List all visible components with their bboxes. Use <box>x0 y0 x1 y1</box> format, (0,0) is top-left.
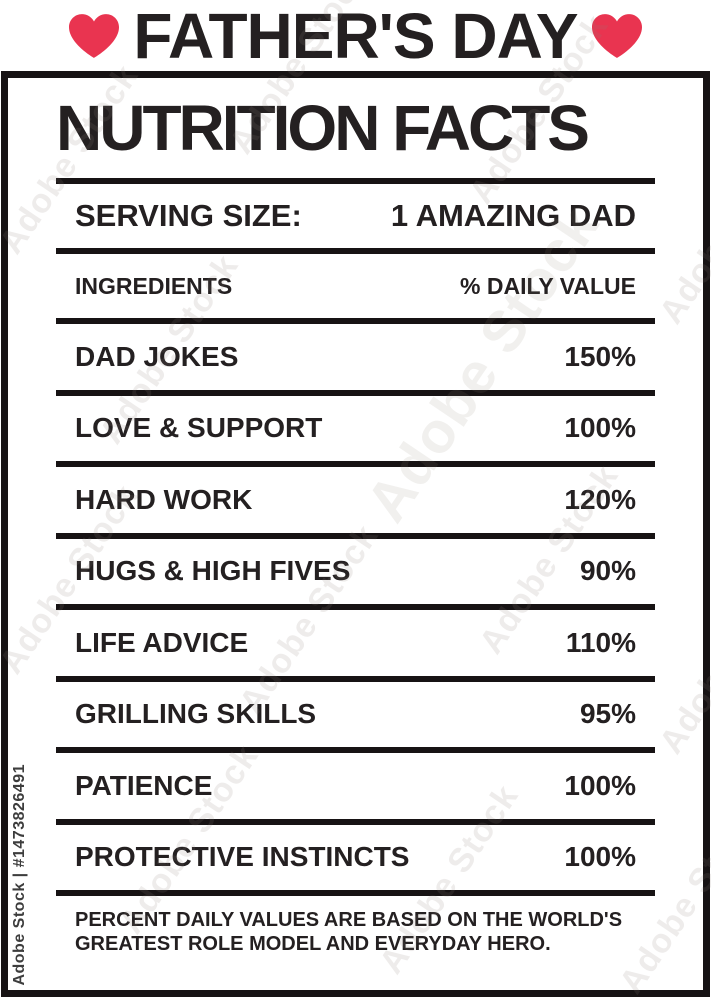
table-row: PATIENCE 100% <box>56 753 655 819</box>
heart-icon-left <box>69 13 120 58</box>
ingredient-value: 100% <box>564 412 636 444</box>
page-title: FATHER'S DAY <box>133 0 578 72</box>
table-row: LOVE & SUPPORT 100% <box>56 396 655 462</box>
divider <box>56 248 655 254</box>
table-row: LIFE ADVICE 110% <box>56 610 655 676</box>
ingredients-column-header: INGREDIENTS <box>75 272 233 299</box>
ingredient-value: 110% <box>565 626 636 658</box>
table-row: PROTECTIVE INSTINCTS 100% <box>56 825 655 891</box>
divider <box>56 178 655 184</box>
column-header-row: INGREDIENTS % DAILY VALUE <box>56 254 655 318</box>
footnote-line-2: GREATEST ROLE MODEL AND EVERYDAY HERO. <box>75 933 551 955</box>
daily-value-column-header: % DAILY VALUE <box>460 272 636 299</box>
table-row: HARD WORK 120% <box>56 467 655 533</box>
heart-shape <box>69 13 120 58</box>
label-content: NUTRITION FACTS SERVING SIZE: 1 AMAZING … <box>8 78 703 956</box>
ingredient-value: 100% <box>564 769 636 801</box>
divider <box>56 389 655 396</box>
ingredient-name: GRILLING SKILLS <box>75 698 317 730</box>
ingredient-value: 150% <box>564 340 636 372</box>
ingredient-value: 90% <box>579 555 636 587</box>
divider <box>56 890 655 896</box>
footnote: PERCENT DAILY VALUES ARE BASED ON THE WO… <box>56 896 655 956</box>
divider <box>56 818 655 825</box>
serving-row: SERVING SIZE: 1 AMAZING DAD <box>56 184 655 248</box>
nutrition-label: NUTRITION FACTS SERVING SIZE: 1 AMAZING … <box>1 71 710 997</box>
ingredient-name: DAD JOKES <box>75 340 239 372</box>
ingredient-value: 95% <box>579 698 636 730</box>
ingredient-name: LIFE ADVICE <box>75 626 249 658</box>
divider <box>56 675 655 682</box>
divider <box>56 318 655 324</box>
serving-label: SERVING SIZE: <box>75 198 302 233</box>
table-row: DAD JOKES 150% <box>56 324 655 390</box>
ingredient-name: HUGS & HIGH FIVES <box>75 555 351 587</box>
ingredient-value: 100% <box>564 841 636 873</box>
ingredient-name: PROTECTIVE INSTINCTS <box>75 841 410 873</box>
ingredient-name: HARD WORK <box>75 483 253 515</box>
serving-value: 1 AMAZING DAD <box>390 198 636 233</box>
ingredient-name: PATIENCE <box>75 769 213 801</box>
heart-shape <box>591 13 642 58</box>
heart-icon-right <box>591 13 642 58</box>
footnote-line-1: PERCENT DAILY VALUES ARE BASED ON THE WO… <box>75 909 623 931</box>
table-row: GRILLING SKILLS 95% <box>56 682 655 748</box>
header: FATHER'S DAY <box>0 0 711 72</box>
ingredient-name: LOVE & SUPPORT <box>75 412 323 444</box>
ingredient-value: 120% <box>564 483 636 515</box>
table-row: HUGS & HIGH FIVES 90% <box>56 539 655 605</box>
divider <box>56 604 655 610</box>
divider <box>56 747 655 753</box>
divider <box>56 461 655 467</box>
label-title: NUTRITION FACTS <box>56 92 590 164</box>
divider <box>56 532 655 539</box>
